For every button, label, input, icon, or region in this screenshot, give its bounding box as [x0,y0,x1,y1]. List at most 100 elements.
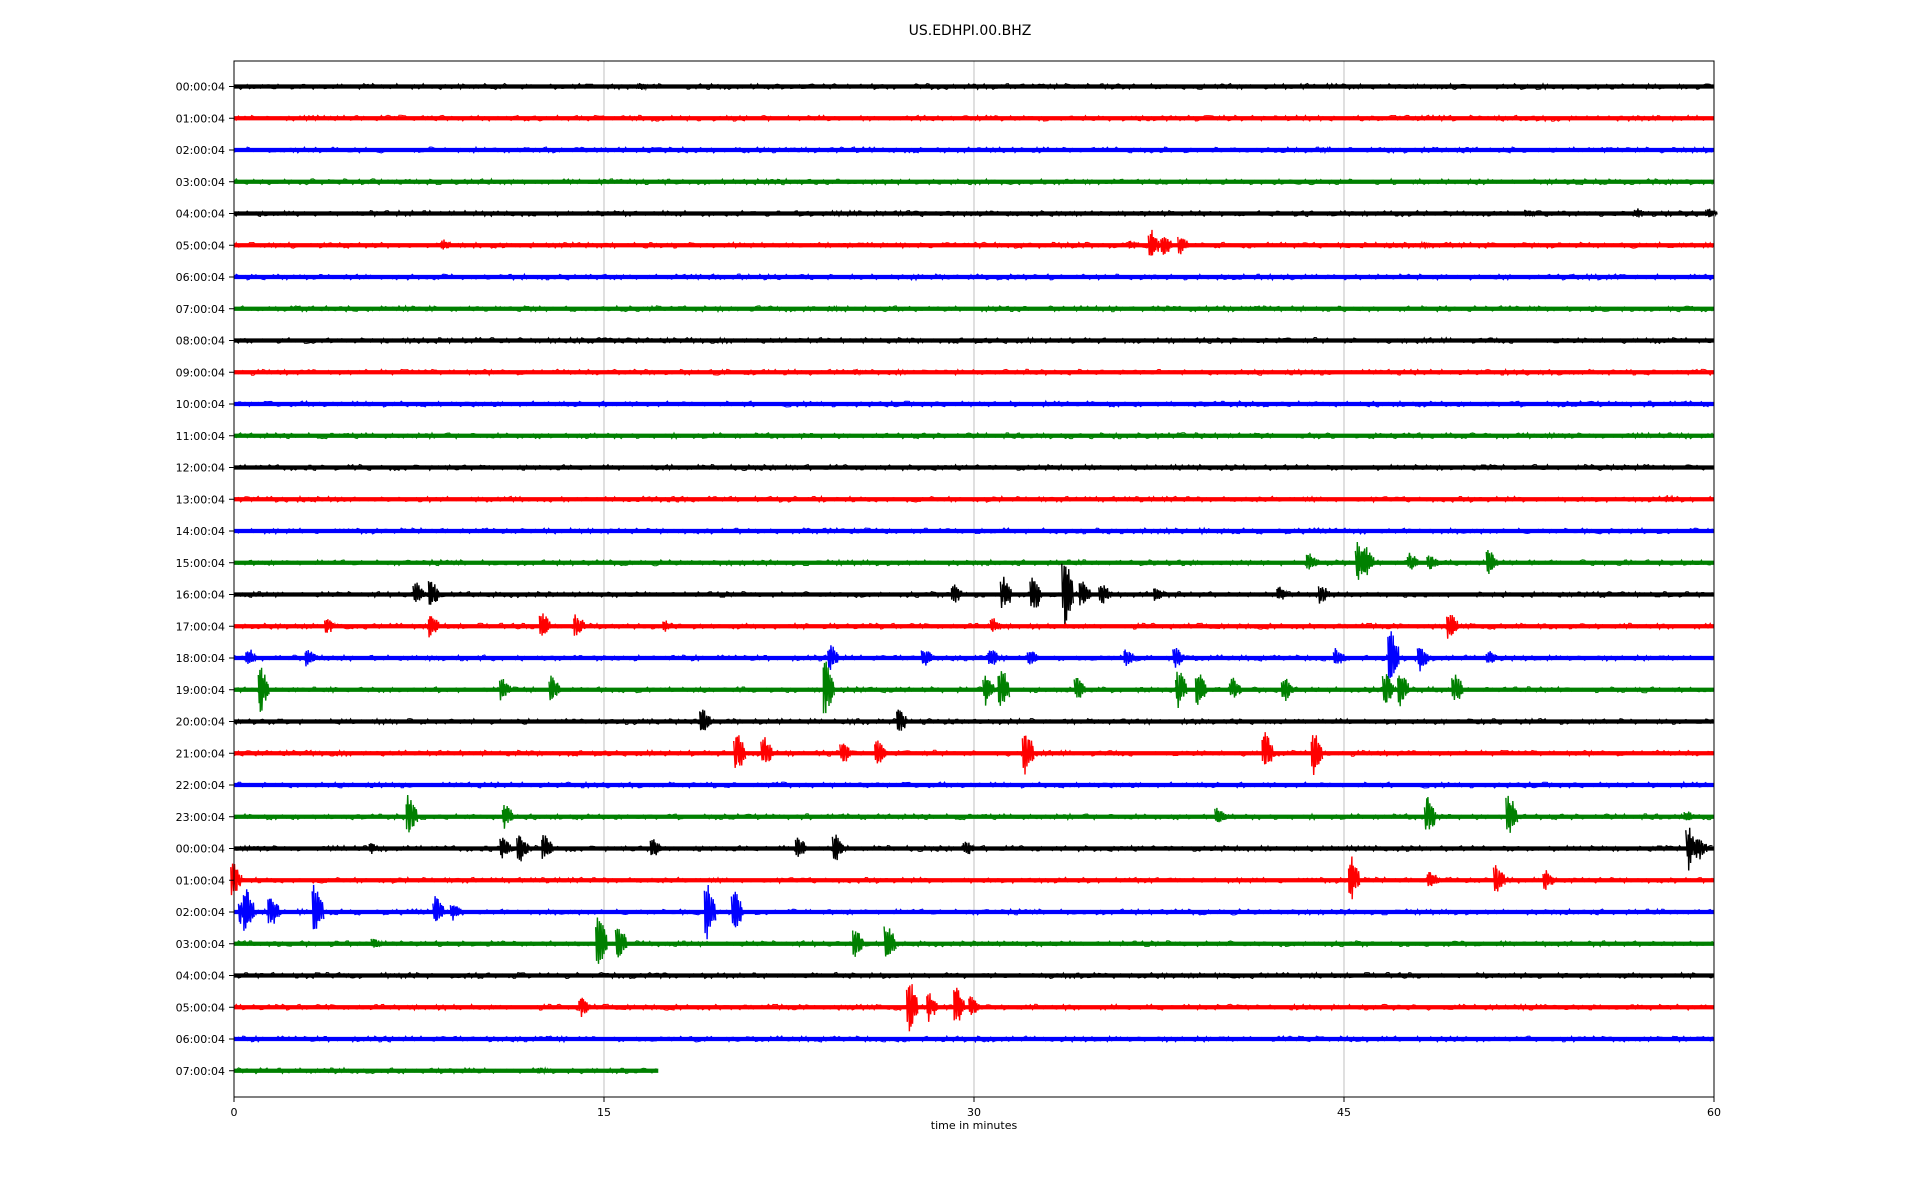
seismic-event [852,930,865,957]
seismic-event [1026,651,1040,665]
seismic-event [427,581,440,605]
trace-noise-12 [233,463,1713,472]
row-time-label: 04:00:04 [176,208,225,221]
seismic-event [896,709,909,731]
seismic-event [1347,856,1361,900]
row-time-label: 15:00:04 [176,557,225,570]
trace-noise-28 [233,971,1713,980]
trace-noise-11 [233,431,1713,441]
row-time-label: 18:00:04 [176,652,225,665]
seismic-event [368,843,381,854]
trace-noise-16 [233,590,1713,599]
trace-noise-27 [233,939,1713,948]
trace-noise-14 [233,526,1713,536]
x-tick-label: 30 [967,1106,981,1119]
seismic-event [1310,735,1324,776]
seismic-event [831,834,845,861]
row-time-label: 16:00:04 [176,589,225,602]
trace-noise-5 [233,241,1713,250]
seismic-event [851,368,865,377]
seismic-event [1128,240,1141,249]
seismic-event [370,938,384,948]
seismic-event [953,987,966,1021]
x-axis-ticks: 0 15 30 45 60 [231,1097,1721,1119]
seismic-event [827,645,840,670]
seismic-event [440,239,453,250]
seismic-event [311,884,325,930]
seismic-event [1663,494,1676,503]
trace-noise-4 [233,209,1713,218]
seismic-event [1362,547,1375,576]
seismic-event [794,837,808,857]
seismic-event [1123,649,1136,666]
trace-noise-31 [233,1066,657,1075]
seismic-event [516,835,529,862]
row-time-label: 20:00:04 [176,716,225,729]
trace-noise-10 [233,399,1713,409]
row-time-label: 13:00:04 [176,493,225,506]
seismic-event [989,618,1003,632]
x-tick-label: 60 [1707,1106,1721,1119]
seismic-event [1147,229,1160,256]
seismic-event [1214,807,1228,823]
row-time-label: 11:00:04 [176,430,225,443]
row-time-label: 06:00:04 [176,271,225,284]
seismic-event [883,926,897,957]
trace-noise-18 [233,653,1713,663]
seismic-event [1098,585,1112,604]
trace-noise-22 [233,780,1713,790]
row-time-label: 19:00:04 [176,684,225,697]
trace-noise-17 [233,622,1713,631]
trace-noise-25 [233,876,1713,885]
seismic-event [257,667,270,712]
seismic-event [1406,552,1419,570]
row-time-label: 04:00:04 [176,970,225,983]
seismic-event [1317,586,1331,604]
row-time-label: 22:00:04 [176,779,225,792]
seismic-event [1261,732,1275,765]
seismic-event [760,737,773,763]
trace-noise-26 [233,907,1713,917]
seismic-event [1387,631,1400,679]
row-time-label: 23:00:04 [176,811,225,824]
trace-noise-15 [233,558,1713,567]
row-time-label: 05:00:04 [176,239,225,252]
seismic-event [1705,208,1718,218]
seismic-event [412,582,425,602]
seismic-event [230,863,243,896]
seismic-event [1276,586,1289,600]
seismic-event [1451,674,1464,701]
seismic-event [1397,675,1410,707]
seismic-event [968,996,981,1015]
seismic-event [962,841,976,855]
trace-noise-7 [233,304,1713,313]
row-time-label: 09:00:04 [176,366,225,379]
trace-noise-0 [233,82,1713,91]
seismic-event [905,984,919,1032]
trace-noise-2 [233,145,1713,155]
row-time-label: 07:00:04 [176,1065,225,1078]
row-time-label: 14:00:04 [176,525,225,538]
seismic-event [926,993,939,1022]
seismic-event [267,898,280,924]
trace-noise-20 [233,717,1713,726]
seismic-event [405,794,419,833]
seismic-event [982,675,996,706]
trace-noise-30 [233,1034,1713,1044]
seismic-event [730,891,744,928]
seismic-event [1423,796,1437,830]
seismic-event [1021,735,1035,775]
seismic-event [578,997,591,1018]
trace-noise-8 [233,336,1713,345]
row-time-label: 06:00:04 [176,1033,225,1046]
seismic-event [1485,549,1499,575]
row-time-label: 02:00:04 [176,906,225,919]
seismic-event [548,675,562,701]
seismic-event [1078,581,1092,606]
trace-rows [230,82,1718,1076]
trace-noise-9 [233,368,1713,377]
seismic-event [1174,671,1188,709]
row-time-label: 00:00:04 [176,843,225,856]
